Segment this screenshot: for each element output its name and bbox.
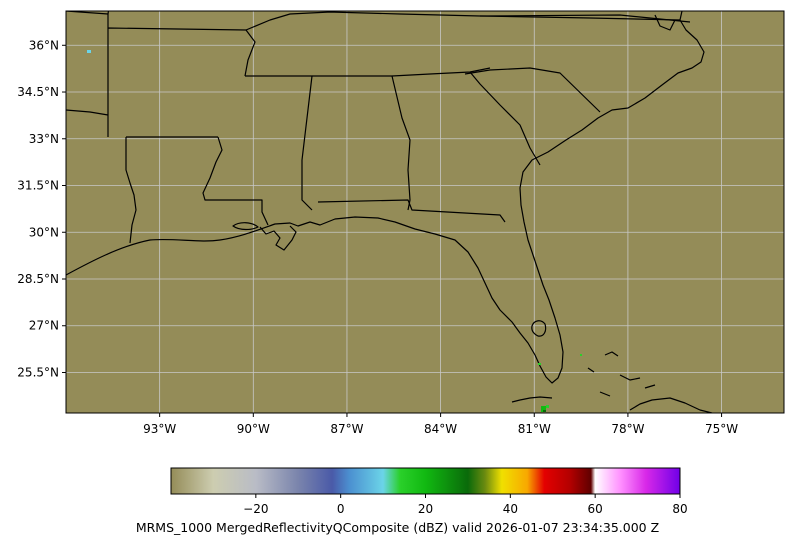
lon-tick-label: 75°W (705, 422, 738, 436)
border-arkansas-tennessee (107, 27, 256, 137)
bahamas (587, 351, 713, 413)
colorbar-tick-label: 40 (503, 502, 518, 516)
lat-tick-label: 36°N (29, 38, 59, 52)
colorbar-tick-label: 20 (418, 502, 433, 516)
border-alabama-florida (317, 199, 506, 223)
lon-tick-label: 93°W (143, 422, 176, 436)
colorbar-tick-label: 0 (337, 502, 345, 516)
radar-echoes (87, 50, 582, 412)
lat-tick-label: 34.5°N (17, 85, 59, 99)
lat-tick-label: 25.5°N (17, 365, 59, 379)
lon-tick-label: 81°W (518, 422, 551, 436)
lat-tick-label: 27°N (29, 319, 59, 333)
border-mississippi-river (202, 136, 269, 226)
boundaries (66, 11, 713, 413)
figure-caption: MRMS_1000 MergedReflectivityQComposite (… (135, 520, 660, 535)
colorbar-tick-label: 80 (672, 502, 687, 516)
colorbar-tick-label: 60 (588, 502, 603, 516)
lat-tick-label: 33°N (29, 132, 59, 146)
map-panel[interactable] (65, 0, 785, 414)
lat-tick-label: 30°N (29, 225, 59, 239)
lat-tick-label: 31.5°N (17, 179, 59, 193)
colorbar-ticks: −20 0 20 40 60 80 (243, 494, 688, 516)
border-texas-louisiana (125, 137, 137, 244)
border-georgia-south-carolina (469, 71, 541, 166)
border-virginia (479, 14, 691, 23)
colorbar-gradient (170, 467, 681, 495)
border-mississippi-alabama (245, 75, 313, 211)
florida-keys (511, 396, 553, 403)
lon-tick-label: 90°W (237, 422, 270, 436)
lake-okeechobee (531, 320, 547, 337)
map-frame (65, 10, 785, 414)
map-background (66, 11, 784, 413)
border-west (107, 11, 110, 15)
lon-tick-label: 78°W (611, 422, 644, 436)
colorbar-tick-label: −20 (243, 502, 268, 516)
lon-tick-label: 84°W (424, 422, 457, 436)
lake-pontchartrain (232, 222, 259, 231)
lon-tick-label: 87°W (330, 422, 363, 436)
latitude-axis: 36°N 34.5°N 33°N 31.5°N 30°N 28.5°N 27°N 25.5°N (17, 38, 66, 379)
coastline-mississippi-delta (259, 225, 297, 251)
border-chesapeake (654, 14, 676, 31)
graticule (66, 11, 784, 413)
border-oklahoma (66, 109, 109, 116)
lat-tick-label: 28.5°N (17, 272, 59, 286)
coastline-gulf-atlantic (66, 11, 705, 384)
border-tennessee-north-carolina (391, 67, 491, 77)
longitude-axis: 93°W 90°W 87°W 84°W 81°W 78°W 75°W (143, 413, 738, 436)
border-tennessee-kentucky (245, 11, 681, 31)
border-north-south-carolina (464, 67, 601, 113)
colorbar: −20 0 20 40 60 80 (170, 467, 688, 516)
